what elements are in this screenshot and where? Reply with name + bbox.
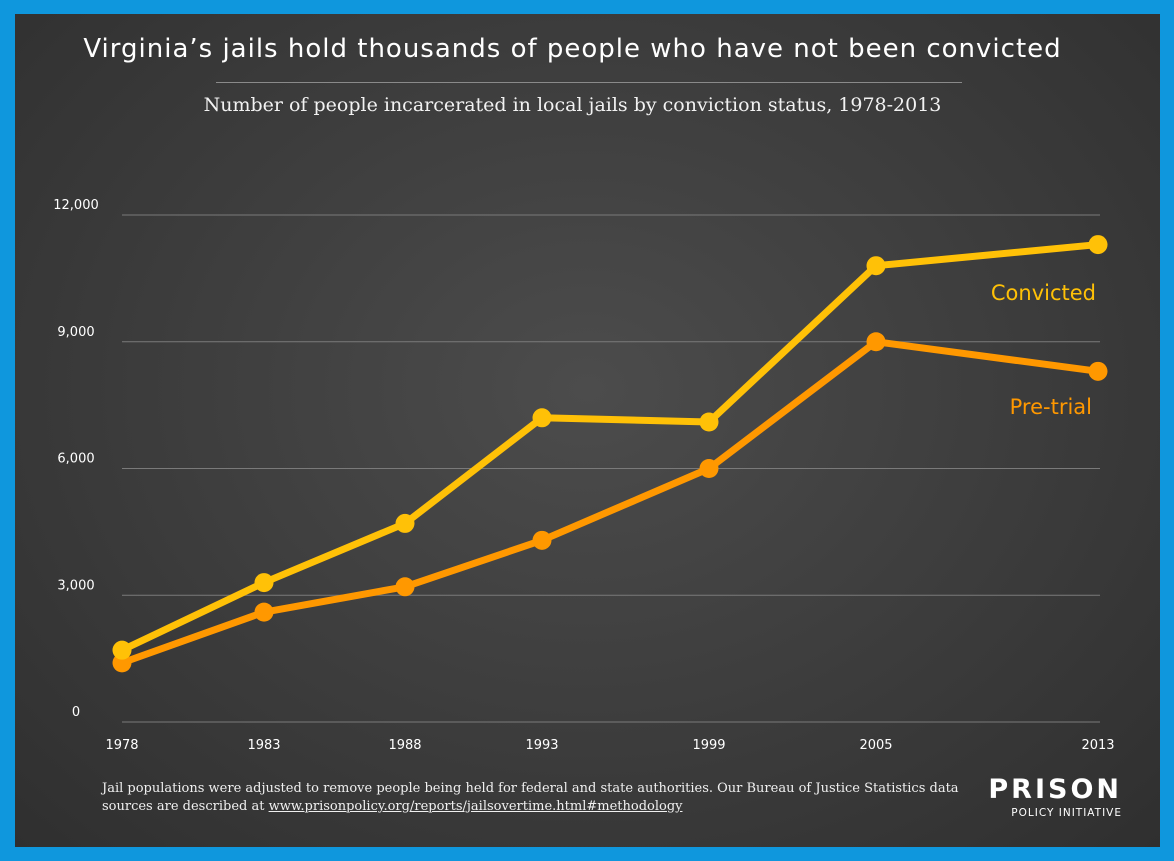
data-point bbox=[112, 640, 132, 660]
data-point bbox=[254, 602, 274, 622]
y-tick-label: 0 bbox=[72, 705, 80, 720]
data-point bbox=[699, 412, 719, 432]
x-tick-label: 1983 bbox=[247, 738, 280, 753]
y-tick-label: 3,000 bbox=[57, 578, 94, 593]
data-point bbox=[1088, 361, 1108, 381]
x-tick-label: 2013 bbox=[1081, 738, 1114, 753]
page-title: Virginia’s jails hold thousands of peopl… bbox=[83, 34, 1062, 64]
x-tick-label: 2005 bbox=[859, 738, 892, 753]
chart-subtitle: Number of people incarcerated in local j… bbox=[203, 94, 942, 116]
title-divider bbox=[216, 82, 962, 83]
x-tick-label: 1993 bbox=[525, 738, 558, 753]
data-point bbox=[532, 530, 552, 550]
y-tick-label: 9,000 bbox=[57, 325, 94, 340]
data-point bbox=[699, 459, 719, 478]
data-point bbox=[866, 256, 886, 276]
prison-policy-logo: PRISON POLICY INITIATIVE bbox=[972, 774, 1122, 820]
data-point bbox=[395, 513, 415, 533]
series-label-pretrial: Pre-trial bbox=[1010, 395, 1092, 419]
y-tick-label: 6,000 bbox=[57, 452, 94, 467]
x-tick-label: 1988 bbox=[388, 738, 421, 753]
series-label-convicted: Convicted bbox=[991, 281, 1096, 305]
x-tick-label: 1978 bbox=[105, 738, 138, 753]
data-point bbox=[866, 332, 886, 352]
logo-wordmark: PRISON bbox=[988, 774, 1122, 805]
data-point bbox=[254, 573, 274, 593]
logo-tagline: POLICY INITIATIVE bbox=[1011, 807, 1122, 819]
footnote: Jail populations were adjusted to remove… bbox=[102, 780, 982, 816]
methodology-link[interactable]: www.prisonpolicy.org/reports/jailsoverti… bbox=[268, 799, 683, 814]
y-tick-label: 12,000 bbox=[53, 198, 99, 213]
data-point bbox=[532, 408, 552, 428]
x-tick-label: 1999 bbox=[692, 738, 725, 753]
data-point bbox=[1088, 235, 1108, 255]
data-point bbox=[395, 577, 415, 597]
chart-panel bbox=[15, 14, 1160, 847]
footnote-text: Jail populations were adjusted to remove… bbox=[102, 781, 959, 814]
